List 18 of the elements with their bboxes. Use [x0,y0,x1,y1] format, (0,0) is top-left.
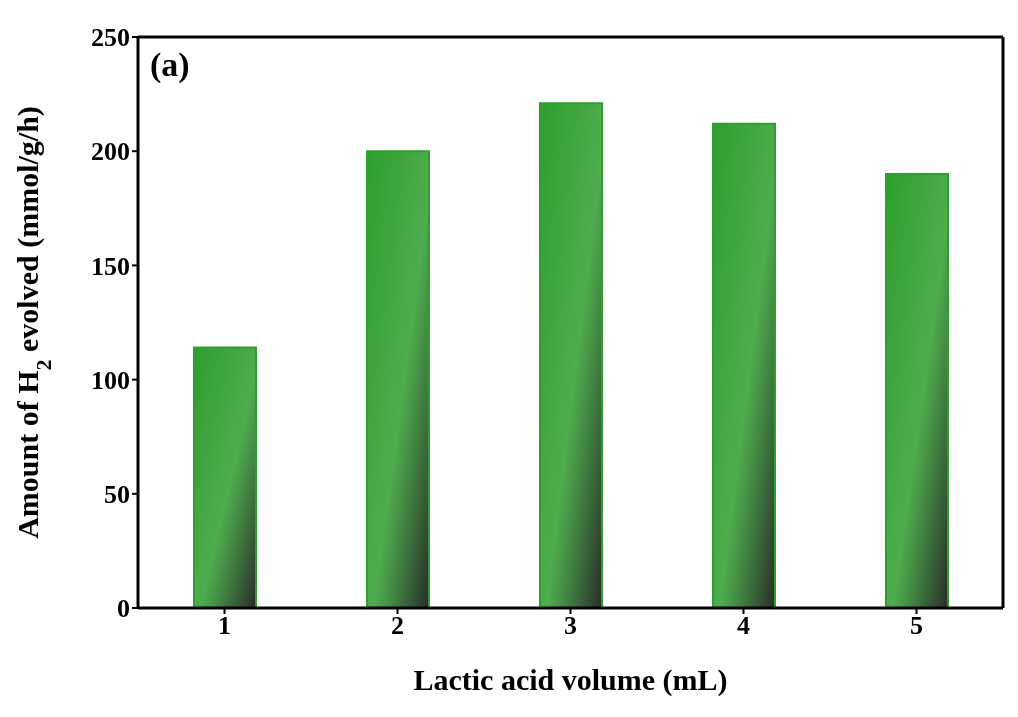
x-tick-label: 5 [910,611,923,641]
bar [193,346,257,608]
y-tick-label: 150 [91,251,130,281]
x-tick-label: 4 [737,611,750,641]
y-tick-label: 100 [91,365,130,395]
bar [539,102,603,608]
annotation: (a) [150,46,190,84]
y-tick-label: 200 [91,137,130,167]
x-tick-label: 3 [564,611,577,641]
bar [366,150,430,608]
x-axis-title: Lactic acid volume (mL) [413,663,728,697]
y-tick-label: 250 [91,23,130,53]
bar [885,173,949,608]
x-tick-label: 1 [218,611,231,641]
bar [712,122,776,608]
y-tick-label: 50 [104,480,130,510]
x-tick-label: 2 [391,611,404,641]
y-tick-label: 0 [117,594,130,624]
